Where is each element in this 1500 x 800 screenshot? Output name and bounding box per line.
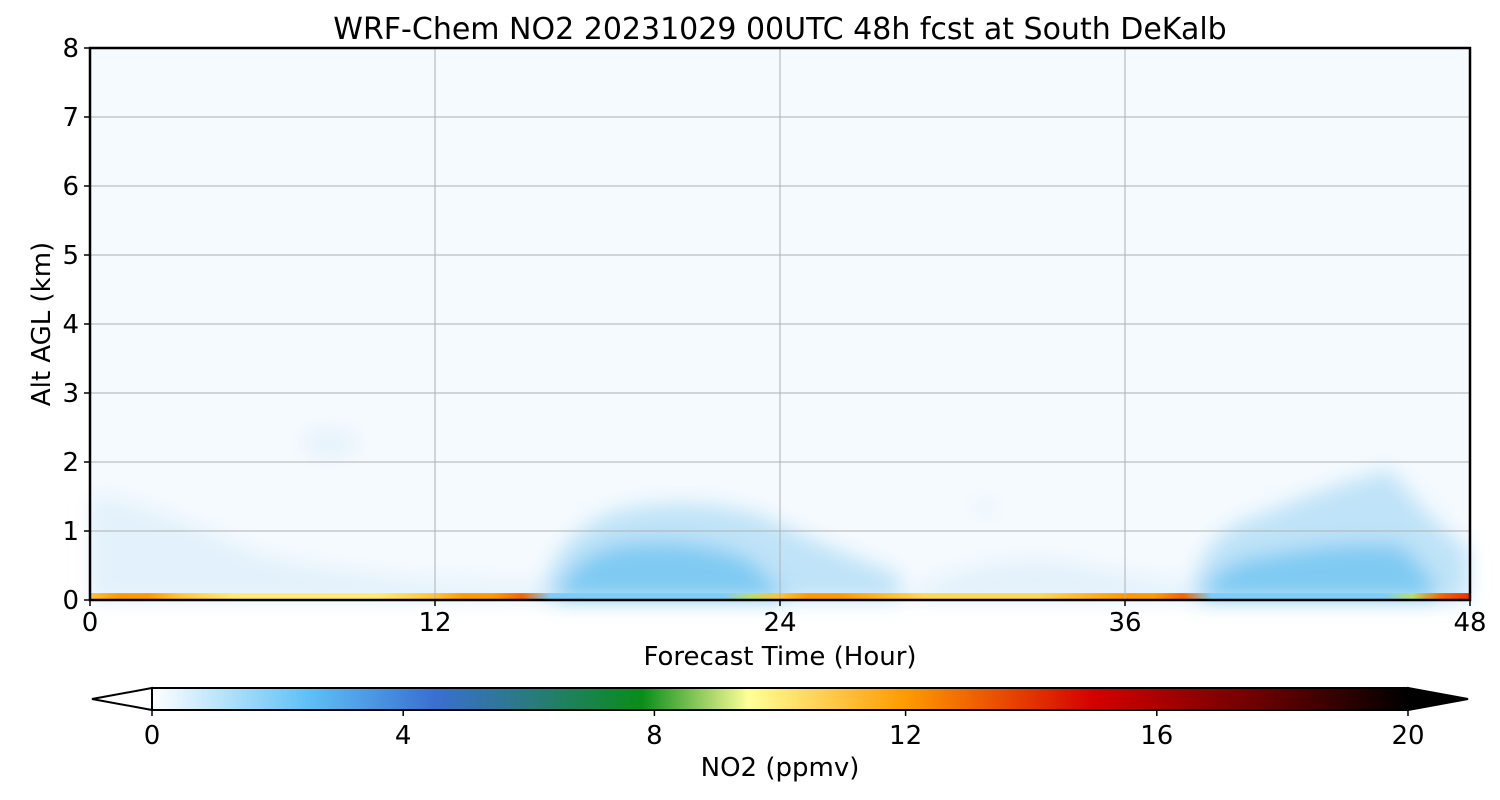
y-axis-label: Alt AGL (km) <box>27 242 57 406</box>
colorbar-tick-label-8: 8 <box>646 721 663 751</box>
halo-night-2 <box>900 560 1190 600</box>
y-axis: 0 1 2 3 4 5 6 7 8 <box>62 34 90 616</box>
chart-title: WRF-Chem NO2 20231029 00UTC 48h fcst at … <box>333 12 1226 47</box>
x-tick-label-36: 36 <box>1108 608 1141 638</box>
grid-lines <box>90 48 1470 600</box>
halo-day-2-inner <box>1200 543 1440 600</box>
colorbar-extend-min <box>91 686 153 712</box>
low-level-halos <box>92 431 1468 600</box>
colorbar-gradient-bar <box>151 687 1409 711</box>
colorbar-tick-label-0: 0 <box>144 721 161 751</box>
y-tick-label-0: 0 <box>62 586 79 616</box>
colorbar-extend-max <box>1407 686 1469 712</box>
isolated-patch-1 <box>302 431 358 455</box>
y-tick-label-8: 8 <box>62 34 79 64</box>
y-tick-label-1: 1 <box>62 517 79 547</box>
y-tick-label-2: 2 <box>62 448 79 478</box>
x-tick-label-24: 24 <box>763 608 796 638</box>
colorbar-ticks: 0 4 8 12 16 20 <box>144 710 1425 751</box>
halo-night-1 <box>92 495 540 600</box>
colorbar-tick-label-12: 12 <box>889 721 922 751</box>
colorbar-tick-label-4: 4 <box>395 721 412 751</box>
halo-day-1-inner <box>555 542 790 600</box>
y-tick-label-5: 5 <box>62 241 79 271</box>
plot-area <box>88 46 1472 602</box>
x-tick-label-48: 48 <box>1453 608 1486 638</box>
x-axis: 0 12 24 36 48 <box>82 600 1487 638</box>
colorbar-label: NO2 (ppmv) <box>701 753 860 783</box>
y-tick-label-3: 3 <box>62 379 79 409</box>
x-axis-label: Forecast Time (Hour) <box>643 642 916 672</box>
colorbar-tick-label-16: 16 <box>1140 721 1173 751</box>
x-tick-label-0: 0 <box>82 608 99 638</box>
colorbar-tick-label-20: 20 <box>1391 721 1424 751</box>
isolated-patch-2 <box>975 501 995 513</box>
x-tick-label-12: 12 <box>418 608 451 638</box>
y-tick-label-4: 4 <box>62 310 79 340</box>
y-tick-label-6: 6 <box>62 172 79 202</box>
colorbar: 0 4 8 12 16 20 NO2 (ppmv) <box>91 686 1469 783</box>
y-tick-label-7: 7 <box>62 103 79 133</box>
